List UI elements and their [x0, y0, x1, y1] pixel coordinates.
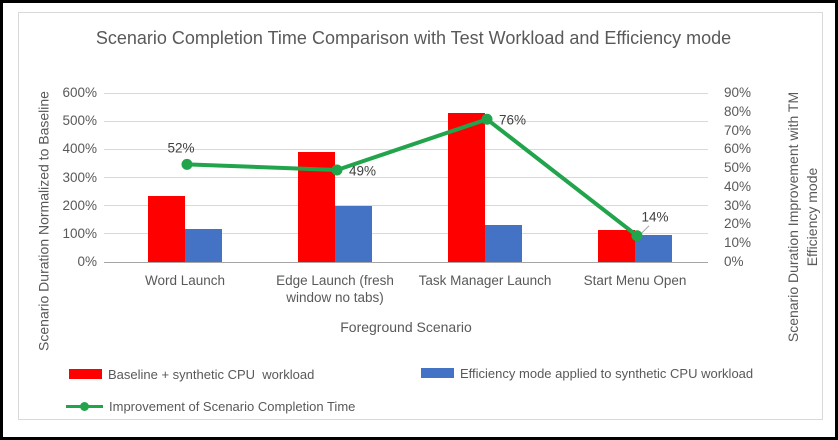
left-axis-tick-label: 100%: [62, 225, 97, 241]
right-axis-tick-label: 80%: [724, 103, 752, 119]
gridline: [104, 177, 708, 178]
category-label: Start Menu Open: [583, 273, 687, 288]
improvement-line-layer: [181, 113, 650, 242]
line-marker: [481, 113, 493, 125]
category-label: Edge Launch (fresh window no tabs): [276, 273, 394, 305]
bar-efficiency-mode: [185, 229, 222, 262]
legend-label: Improvement of Scenario Completion Time: [109, 398, 356, 414]
line-marker: [331, 164, 343, 176]
improvement-line: [185, 117, 639, 238]
right-axis-tick-label: 40%: [724, 178, 752, 194]
line-marker: [181, 158, 193, 170]
plot-area: 52% 49% 76% 14%: [104, 92, 708, 263]
left-axis-tick-label: 200%: [62, 197, 97, 213]
right-axis-tick-label: 50%: [724, 160, 752, 176]
line-data-label: 14%: [641, 209, 669, 225]
bar-baseline-workload: [448, 112, 485, 262]
legend-item: Efficiency mode applied to synthetic CPU…: [421, 361, 753, 385]
chart-frame: Scenario Completion Time Comparison with…: [18, 12, 823, 420]
line-data-label: 76%: [499, 112, 527, 128]
legend-item: Baseline + synthetic CPU workload: [69, 362, 314, 386]
x-axis-line: [104, 261, 708, 263]
right-axis-tick-label: 30%: [724, 197, 752, 213]
right-axis-tick-label: 0%: [724, 254, 744, 269]
legend-label: Baseline + synthetic CPU workload: [108, 366, 315, 382]
right-axis-title-line2: Efficiency mode: [804, 167, 820, 267]
legend-dot-glyph: [80, 401, 89, 411]
legend-swatch-red-bar: [69, 369, 102, 379]
left-axis-title: Scenario Duration Normalized to Baseline: [35, 91, 52, 351]
left-axis-tick-label: 0%: [77, 254, 97, 269]
bar-baseline-workload: [148, 195, 185, 262]
left-axis-tick-label: 500%: [62, 113, 97, 129]
chart-title: Scenario Completion Time Comparison with…: [95, 28, 732, 48]
left-axis-tick-label: 400%: [62, 141, 97, 157]
right-axis-tick-label: 60%: [724, 141, 752, 157]
legend-item: Improvement of Scenario Completion Time: [66, 394, 355, 418]
left-axis-tick-label: 300%: [62, 169, 97, 185]
right-axis-title: Scenario Duration Improvement with TM Ef…: [784, 92, 822, 342]
right-axis-tick-label: 20%: [724, 216, 752, 232]
left-axis-tick-label: 600%: [62, 85, 97, 100]
right-axis-tick-label: 90%: [724, 85, 752, 100]
right-axis-title-line1: Scenario Duration Improvement with TM: [785, 91, 801, 343]
category-label: Task Manager Launch: [418, 273, 552, 288]
line-data-label: 49%: [349, 163, 377, 179]
bar-efficiency-mode: [485, 225, 522, 262]
bar-efficiency-mode: [335, 205, 372, 262]
gridline: [104, 205, 708, 207]
line-marker: [631, 230, 643, 242]
gridline: [104, 148, 708, 150]
line-data-label: 52%: [167, 140, 195, 156]
gridline: [104, 233, 708, 235]
right-axis-tick-label: 70%: [724, 122, 752, 138]
gridline: [104, 92, 708, 94]
gridline: [104, 120, 708, 122]
legend-swatch-blue-bar: [421, 368, 454, 378]
x-axis-title: Foreground Scenario: [340, 319, 472, 335]
bar-efficiency-mode: [635, 235, 672, 262]
legend-label: Efficiency mode applied to synthetic CPU…: [460, 365, 754, 381]
legend-swatch-green-line: [66, 401, 103, 411]
bar-baseline-workload: [598, 230, 635, 262]
category-label: Word Launch: [144, 273, 226, 288]
right-axis-tick-label: 10%: [724, 235, 752, 251]
